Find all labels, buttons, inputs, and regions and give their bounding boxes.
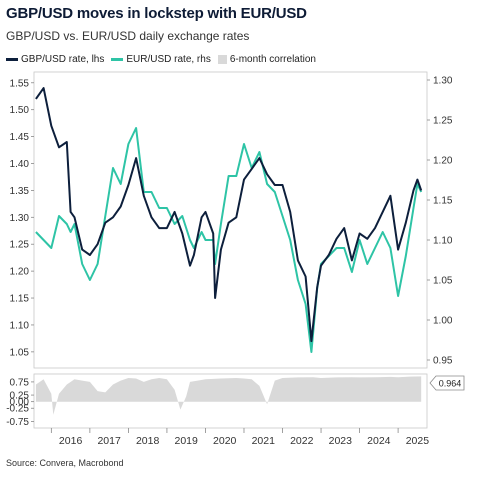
legend-item-gbpusd: GBP/USD rate, lhs [6,54,104,65]
chart-frame [33,71,428,429]
left-tick-label: 1.50 [10,105,30,116]
left-tick-label: 1.05 [10,347,30,358]
corr-tick-label: -0.25 [6,404,29,415]
right-tick-label: 1.10 [433,236,453,247]
legend-item-correlation: 6-month correlation [217,54,316,65]
legend: GBP/USD rate, lhs EUR/USD rate, rhs 6-mo… [6,54,323,65]
right-tick-label: 1.00 [433,316,453,327]
eurusd-series [35,127,423,353]
callout-box [429,375,465,391]
axes: 1.55 1.50 1.45 1.40 1.35 1.30 1.25 1.20 1.15 1.10… [6,76,453,448]
x-tick-label: 2019 [175,435,199,447]
right-tick-label: 1.25 [433,116,453,127]
left-tick-label: 1.45 [10,132,30,143]
legend-item-eurusd: EUR/USD rate, rhs [111,54,211,65]
legend-swatch-gbpusd [6,58,18,61]
left-tick-label: 1.55 [10,78,30,89]
gbpusd-series [35,87,423,343]
x-tick-label: 2025 [406,435,430,447]
eurusd-line [35,127,423,353]
source-note: Source: Convera, Macrobond [6,458,124,468]
left-tick-label: 1.40 [10,159,30,170]
left-tick-label: 1.20 [10,267,30,278]
x-tick-label: 2017 [97,435,121,447]
main-plot-frame [33,71,428,369]
x-tick-label: 2023 [329,435,353,447]
legend-label-correlation: 6-month correlation [229,54,316,65]
left-tick-label: 1.25 [10,240,30,251]
gbpusd-line [35,87,423,343]
left-tick-label: 1.35 [10,186,30,197]
x-tick-label: 2020 [213,435,237,447]
corr-tick-label: 0.00 [10,397,30,408]
correlation-area [35,376,422,415]
x-tick-label: 2022 [290,435,314,447]
left-tick-label: 1.10 [10,320,30,331]
left-tick-label: 1.15 [10,294,30,305]
right-tick-label: 1.15 [433,196,453,207]
x-tick-label: 2024 [367,435,391,447]
x-tick-label: 2018 [136,435,160,447]
x-tick-label: 2021 [252,435,276,447]
chart-title: GBP/USD moves in lockstep with EUR/USD [6,5,307,22]
left-tick-label: 1.30 [10,213,30,224]
callout-value: 0.964 [439,379,462,389]
legend-label-gbpusd: GBP/USD rate, lhs [21,54,105,65]
right-tick-label: 1.30 [433,76,453,87]
x-tick-label: 2016 [59,435,83,447]
corr-plot-frame [33,373,428,429]
correlation-panel [35,376,422,415]
legend-swatch-correlation [217,55,227,64]
legend-label-eurusd: EUR/USD rate, rhs [126,54,211,65]
corr-tick-label: 0.25 [10,391,30,402]
legend-swatch-eurusd [111,58,124,61]
corr-tick-label: 0.75 [10,377,30,388]
right-tick-label: 1.05 [433,276,453,287]
correlation-callout: 0.964 [429,375,465,391]
right-tick-label: 0.95 [433,356,453,367]
corr-tick-label: -0.75 [6,417,29,428]
right-tick-label: 1.20 [433,156,453,167]
chart-subtitle: GBP/USD vs. EUR/USD daily exchange rates [6,29,250,43]
